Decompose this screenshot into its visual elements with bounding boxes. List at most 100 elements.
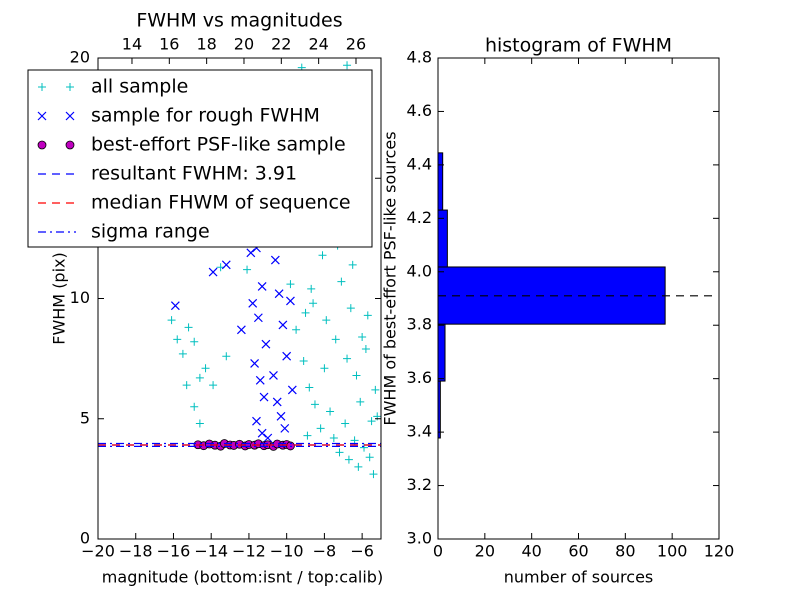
x-tick-label: −16 — [157, 542, 191, 561]
cross-marker — [259, 392, 269, 402]
cross-marker — [170, 301, 180, 311]
cross-marker — [236, 325, 246, 335]
plus-marker — [341, 419, 350, 428]
y-tick-label: 4.6 — [407, 101, 432, 120]
plus-marker — [337, 277, 346, 286]
cross-marker — [65, 111, 75, 121]
plus-marker — [184, 323, 193, 332]
y-tick-label: 4.0 — [407, 261, 432, 280]
legend-label: all sample — [91, 76, 188, 98]
y-tick-label: 3.0 — [407, 529, 432, 548]
plus-marker — [316, 424, 325, 433]
x-tick-label: 80 — [615, 542, 635, 561]
x-tick-label: 120 — [704, 542, 735, 561]
cross-marker — [263, 433, 273, 443]
y-axis-label: FWHM of best-effort PSF-like sources — [381, 131, 400, 425]
cross-marker — [37, 111, 47, 121]
plus-marker — [346, 304, 355, 313]
plus-marker — [335, 448, 344, 457]
y-tick-label: 4.8 — [407, 48, 432, 67]
x2-tick-label: 20 — [234, 35, 254, 54]
x2-tick-label: 24 — [308, 35, 328, 54]
x-axis-label: magnitude (bottom:isnt / top:calib) — [102, 568, 383, 587]
y-tick-label: 3.2 — [407, 475, 432, 494]
y-tick-label: 4.4 — [407, 154, 432, 173]
legend-label: best-effort PSF-like sample — [91, 134, 346, 156]
cross-marker — [208, 267, 218, 277]
x-tick-label: 40 — [521, 542, 541, 561]
x-tick-label: 100 — [657, 542, 688, 561]
plus-marker — [167, 316, 176, 325]
x2-tick-label: 18 — [196, 35, 216, 54]
cross-marker — [276, 411, 286, 421]
y-tick-label: 10 — [70, 288, 90, 307]
cross-marker — [253, 313, 263, 323]
plus-marker — [343, 61, 352, 70]
cross-marker — [274, 289, 284, 299]
cross-marker — [255, 375, 265, 385]
y-tick-label: 5 — [80, 408, 90, 427]
cross-marker — [248, 298, 258, 308]
x-tick-label: 60 — [568, 542, 588, 561]
plus-marker — [344, 455, 353, 464]
x-tick-label: 0 — [433, 542, 443, 561]
cross-marker — [252, 416, 261, 426]
plus-marker — [66, 83, 74, 91]
plus-marker — [173, 335, 182, 344]
plus-marker — [331, 335, 340, 344]
plus-marker — [369, 470, 378, 479]
histogram-bar — [438, 323, 446, 382]
cross-marker — [257, 282, 267, 291]
cross-marker — [270, 255, 280, 265]
plus-marker — [354, 462, 363, 471]
legend: all sample sample for rough FWHM best-effo… — [27, 69, 373, 248]
plus-marker — [318, 251, 327, 260]
plus-marker — [320, 364, 329, 373]
circle-marker — [65, 140, 75, 150]
x2-tick-label: 22 — [271, 35, 291, 54]
plus-marker — [358, 332, 367, 341]
legend-label: resultant FWHM: 3.91 — [91, 163, 297, 185]
plus-marker — [190, 402, 199, 411]
chart-title: histogram of FWHM — [485, 35, 672, 57]
cross-marker — [250, 359, 260, 368]
plus-marker — [299, 357, 308, 366]
y-tick-label: 20 — [70, 48, 90, 67]
cross-marker — [221, 260, 231, 270]
plus-marker — [371, 385, 380, 394]
plus-marker — [195, 419, 204, 428]
plus-marker — [322, 316, 331, 325]
cross-marker — [272, 397, 282, 407]
cross-marker — [269, 371, 278, 380]
cross-marker — [257, 428, 267, 438]
y-tick-label: 3.8 — [407, 315, 432, 334]
legend-label: sigma range — [91, 221, 210, 243]
plus-marker — [361, 345, 370, 354]
cross-marker — [261, 339, 271, 349]
legend-label: median FHWM of sequence — [91, 192, 351, 214]
plus-marker — [292, 325, 301, 334]
plus-marker — [195, 373, 204, 382]
plus-marker — [352, 371, 361, 380]
plus-marker — [367, 417, 376, 426]
y-tick-label: 4.2 — [407, 208, 432, 227]
x-tick-label: −14 — [194, 542, 228, 561]
cross-marker — [246, 248, 256, 258]
y-axis-label: FWHM (pix) — [50, 252, 69, 345]
plus-marker — [222, 352, 231, 361]
x-tick-label: 20 — [475, 542, 495, 561]
x-tick-label: −18 — [119, 542, 153, 561]
plus-marker — [305, 383, 314, 392]
plus-marker — [356, 397, 365, 406]
circle-marker — [37, 140, 47, 150]
plus-marker — [309, 299, 318, 308]
plus-marker — [363, 311, 372, 320]
plus-marker — [343, 354, 352, 363]
plus-marker — [38, 83, 46, 91]
y-tick-label: 3.4 — [407, 422, 432, 441]
x-tick-label: −10 — [270, 542, 304, 561]
plus-marker — [310, 400, 319, 409]
plus-marker — [329, 433, 338, 442]
cross-marker — [282, 351, 292, 361]
